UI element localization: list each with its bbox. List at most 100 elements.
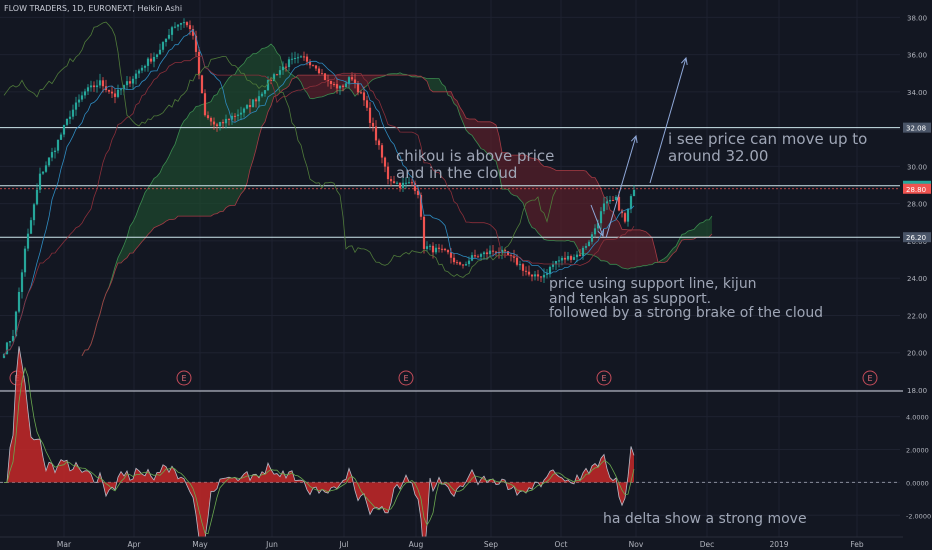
delta-line bbox=[4, 346, 635, 550]
candle bbox=[533, 274, 537, 277]
candle bbox=[392, 181, 396, 184]
candle bbox=[194, 35, 198, 52]
candle bbox=[176, 24, 180, 27]
candle bbox=[239, 112, 243, 115]
delta-area bbox=[4, 346, 634, 550]
price-tick-label: 24.00 bbox=[907, 275, 927, 283]
cloud-segment bbox=[580, 170, 583, 254]
earnings-marker-label: E bbox=[601, 374, 606, 383]
candle bbox=[443, 248, 447, 251]
candle bbox=[203, 93, 207, 116]
price-label-box bbox=[903, 183, 931, 194]
cloud-segment bbox=[688, 230, 691, 240]
cloud-segment bbox=[334, 75, 337, 94]
cloud-segment bbox=[364, 75, 367, 89]
candle bbox=[437, 247, 441, 249]
candle bbox=[230, 115, 234, 120]
candle bbox=[458, 262, 462, 265]
cloud-segment bbox=[196, 105, 199, 217]
cloud-segment bbox=[340, 75, 343, 91]
candle bbox=[479, 254, 483, 257]
earnings-marker-label: E bbox=[181, 374, 186, 383]
cloud-segment bbox=[676, 239, 679, 252]
candle bbox=[314, 65, 318, 69]
cloud-segment bbox=[241, 63, 244, 194]
candle bbox=[524, 270, 528, 272]
candle bbox=[299, 56, 303, 58]
candle bbox=[317, 68, 321, 74]
candle bbox=[503, 249, 507, 252]
cloud-segment bbox=[544, 166, 547, 241]
cloud-segment bbox=[667, 252, 670, 262]
candle bbox=[572, 257, 576, 260]
candle bbox=[383, 157, 387, 167]
cloud-segment bbox=[307, 75, 310, 99]
cloud-segment bbox=[574, 170, 577, 248]
time-tick-label: Aug bbox=[409, 540, 424, 549]
candle bbox=[344, 83, 348, 88]
candle bbox=[113, 93, 117, 97]
chart-title: FLOW TRADERS, 1D, EURONEXT, Heikin Ashi bbox=[4, 4, 183, 13]
earnings-marker-label: E bbox=[867, 374, 872, 383]
cloud-segment bbox=[211, 95, 214, 217]
candle bbox=[329, 80, 333, 85]
delta-tick-label: 4.0000 bbox=[906, 414, 929, 422]
candle bbox=[521, 264, 525, 271]
candle bbox=[224, 118, 228, 124]
cloud-segment bbox=[238, 65, 241, 200]
annotation-target: i see price can move up to around 32.00 bbox=[668, 130, 868, 165]
time-tick-label: Oct bbox=[555, 540, 568, 549]
candle bbox=[92, 85, 96, 88]
candle bbox=[167, 34, 171, 39]
cloud-segment bbox=[583, 170, 586, 254]
candle bbox=[155, 54, 159, 57]
cloud-segment bbox=[184, 117, 187, 217]
cloud-segment bbox=[337, 75, 340, 91]
cloud-segment bbox=[661, 258, 664, 263]
cloud-segment bbox=[148, 183, 151, 235]
cloud-segment bbox=[205, 102, 208, 217]
candle bbox=[341, 85, 345, 88]
horizontal-lines bbox=[0, 127, 900, 238]
cloud-segment bbox=[175, 135, 178, 220]
cloud-segment bbox=[166, 156, 169, 222]
candle bbox=[59, 134, 63, 140]
candle bbox=[68, 116, 72, 119]
cloud-segment bbox=[700, 222, 703, 238]
price-label: 32.08 bbox=[906, 125, 926, 133]
candle bbox=[62, 124, 66, 135]
cloud-segment bbox=[139, 200, 142, 246]
cloud-segment bbox=[262, 48, 265, 127]
cloud-segment bbox=[463, 111, 466, 130]
candle bbox=[482, 252, 486, 255]
candle bbox=[464, 264, 468, 266]
cloud-segment bbox=[601, 189, 604, 261]
cloud-segment bbox=[127, 226, 130, 258]
candle bbox=[242, 108, 246, 113]
cloud-segment bbox=[253, 53, 256, 161]
candle bbox=[158, 49, 162, 55]
candle bbox=[488, 250, 492, 255]
cloud-segment bbox=[232, 74, 235, 206]
cloud-segment bbox=[502, 152, 505, 190]
axis-background bbox=[903, 0, 932, 550]
cloud-segment bbox=[283, 67, 286, 90]
candle bbox=[614, 196, 618, 201]
candle bbox=[275, 74, 279, 76]
candle bbox=[473, 255, 477, 257]
cloud-segment bbox=[568, 170, 571, 242]
candle bbox=[581, 247, 585, 256]
candle bbox=[416, 190, 420, 196]
candle bbox=[602, 203, 606, 212]
candle bbox=[563, 257, 567, 260]
cloud-segment bbox=[466, 118, 469, 134]
candle bbox=[440, 248, 444, 250]
candle bbox=[356, 83, 360, 93]
time-axis: Mar Apr May Jun Jul Aug Sep Oct Nov Dec 2019 Feb bbox=[0, 536, 932, 550]
candle bbox=[74, 102, 78, 110]
xaxis-background bbox=[0, 537, 932, 550]
time-tick-label: Sep bbox=[484, 540, 498, 549]
candle bbox=[161, 42, 165, 50]
candle bbox=[560, 257, 564, 261]
